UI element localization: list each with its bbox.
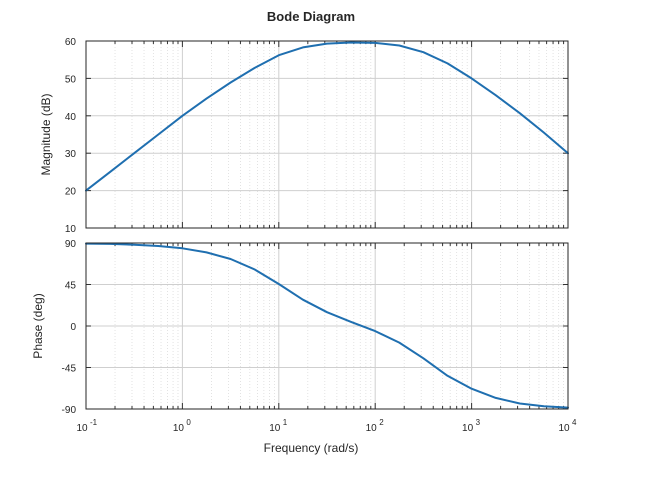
x-tick-exponent: 3 bbox=[476, 418, 481, 427]
y-tick-label: 45 bbox=[65, 281, 77, 292]
y-tick-label: -45 bbox=[62, 364, 77, 375]
y-axis-label: Magnitude (dB) bbox=[39, 93, 53, 175]
x-tick-exponent: -1 bbox=[90, 418, 98, 427]
y-tick-label: 50 bbox=[65, 74, 77, 85]
series-line bbox=[85, 242, 569, 409]
panel-phase: -90 -45 0 45 90 Phase (deg) bbox=[31, 239, 569, 416]
panel-magnitude: 10 20 30 40 50 60 Magnitude (dB) bbox=[39, 37, 569, 235]
y-tick-label: 20 bbox=[65, 187, 77, 198]
x-tick-label: 10 bbox=[558, 423, 570, 434]
x-tick-label: 10 bbox=[269, 423, 281, 434]
series-line bbox=[85, 41, 569, 192]
y-tick-label: 90 bbox=[65, 239, 77, 250]
x-tick-label: 10 bbox=[173, 423, 185, 434]
x-tick-exponent: 2 bbox=[379, 418, 384, 427]
y-tick-label: 0 bbox=[70, 322, 76, 333]
y-axis-label: Phase (deg) bbox=[31, 293, 45, 358]
plot-area bbox=[86, 41, 568, 228]
x-tick-label: 10 bbox=[462, 423, 474, 434]
x-tick-label: 10 bbox=[366, 423, 378, 434]
x-tick-label: 10 bbox=[76, 423, 88, 434]
chart-panels: 10 20 30 40 50 60 Magnitude (dB) -90 -45 0 45 90 Pha… bbox=[31, 37, 569, 416]
y-tick-label: 60 bbox=[65, 37, 77, 48]
y-tick-label: 10 bbox=[65, 224, 77, 235]
x-tick-exponent: 4 bbox=[572, 418, 577, 427]
axes-frame bbox=[85, 40, 569, 229]
y-tick-label: 40 bbox=[65, 112, 77, 123]
x-tick-exponent: 0 bbox=[186, 418, 191, 427]
y-tick-label: 30 bbox=[65, 149, 77, 160]
axes-frame bbox=[85, 242, 569, 410]
x-axis-label: Frequency (rad/s) bbox=[264, 441, 359, 455]
x-tick-exponent: 1 bbox=[283, 418, 288, 427]
y-tick-label: -90 bbox=[62, 405, 77, 416]
chart-title: Bode Diagram bbox=[267, 9, 355, 24]
